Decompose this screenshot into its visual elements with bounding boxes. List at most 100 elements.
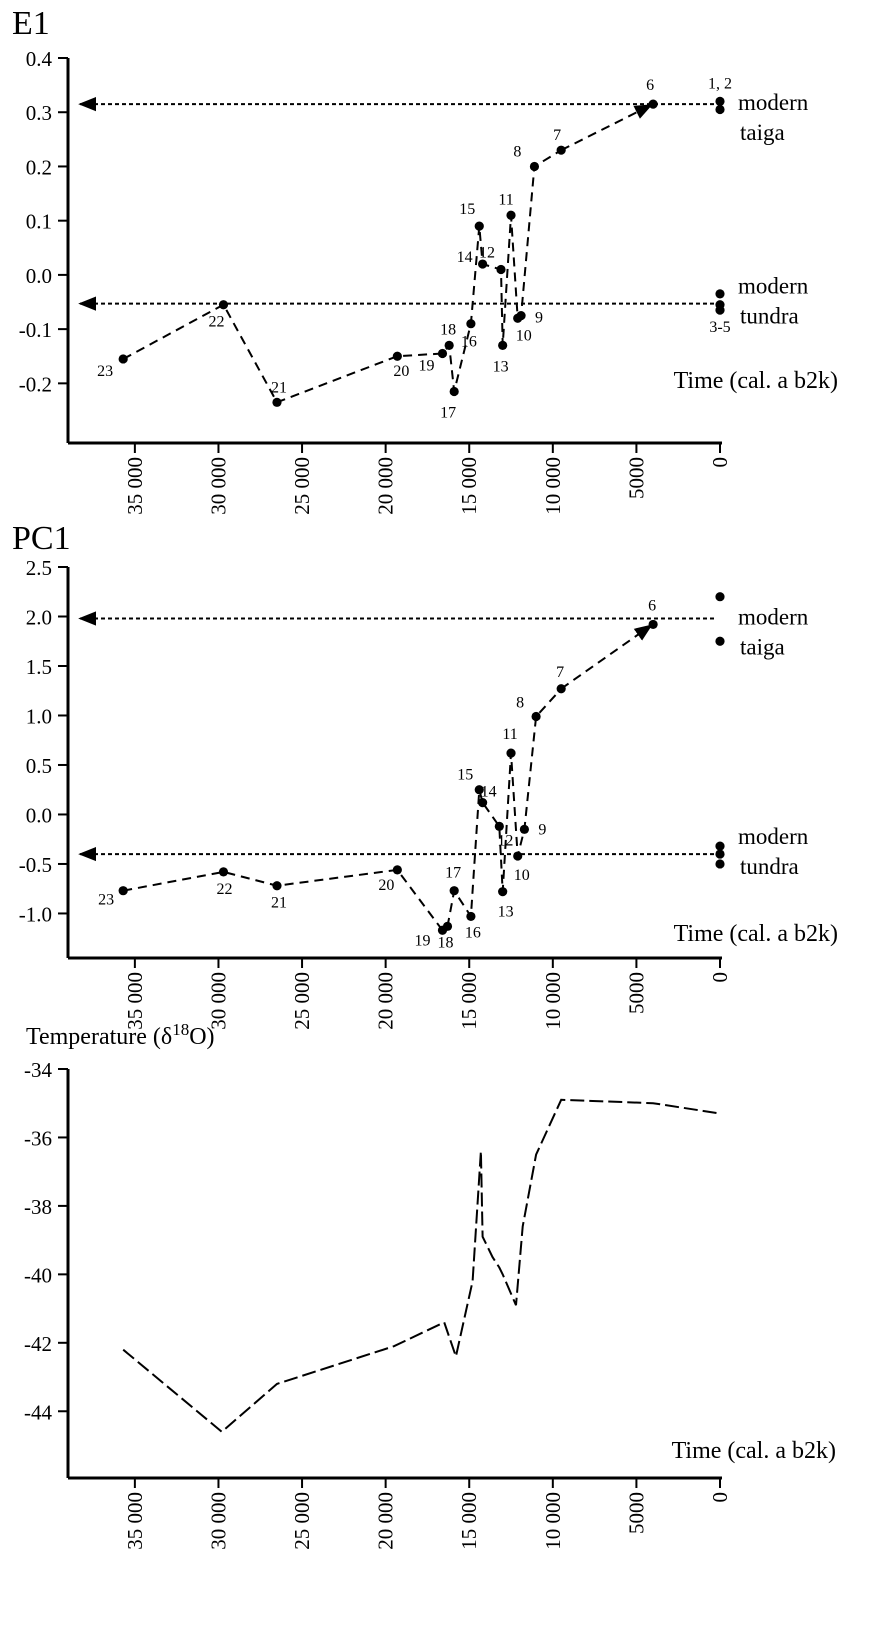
data-point <box>648 619 658 630</box>
modern-point-label: 1, 2 <box>708 75 732 92</box>
y-tick-label: 0.0 <box>26 803 52 827</box>
data-point <box>516 310 526 321</box>
y-tick-label: -1.0 <box>19 902 52 926</box>
data-point <box>218 300 229 310</box>
data-point <box>474 221 484 231</box>
x-tick-label: 15 000 <box>457 1492 481 1550</box>
x-tick-label: 0 <box>708 1492 732 1503</box>
y-tick-label: -0.5 <box>19 853 52 877</box>
y-tick-label: -34 <box>24 1058 52 1082</box>
data-point <box>118 886 128 896</box>
data-point <box>392 865 402 875</box>
point-label: 15 <box>457 767 473 784</box>
point-label: 14 <box>481 784 497 801</box>
y-tick-label: 2.0 <box>26 605 52 629</box>
series-arrow <box>560 104 653 152</box>
x-tick-label: 30 000 <box>206 972 230 1030</box>
point-label: 21 <box>271 895 287 912</box>
data-point <box>392 351 402 361</box>
point-label: 7 <box>553 127 561 144</box>
data-point <box>478 259 488 269</box>
y-tick-label: -0.2 <box>19 372 52 396</box>
data-point <box>513 851 523 861</box>
point-label: 16 <box>465 924 481 941</box>
data-point <box>218 867 229 877</box>
data-point <box>449 386 459 397</box>
reference-label: modern <box>738 824 809 849</box>
point-label: 16 <box>461 334 477 351</box>
modern-point <box>715 305 725 315</box>
modern-point <box>715 289 725 299</box>
data-point <box>478 797 488 808</box>
point-label: 13 <box>493 358 509 375</box>
data-point <box>506 748 516 758</box>
modern-point <box>715 849 725 859</box>
point-label: 11 <box>502 726 517 743</box>
point-label: 13 <box>498 904 514 921</box>
x-tick-label: 20 000 <box>374 1492 398 1550</box>
point-label: 9 <box>535 310 543 327</box>
reference-label: taiga <box>740 634 785 659</box>
point-label: 17 <box>445 865 461 882</box>
point-label: 8 <box>516 694 524 711</box>
data-point <box>498 340 508 350</box>
data-point <box>519 824 530 834</box>
y-tick-label: -0.1 <box>19 318 52 342</box>
data-point <box>496 264 506 275</box>
point-label: 12 <box>497 832 513 849</box>
x-tick-label: 0 <box>708 457 732 468</box>
point-label: 23 <box>97 363 113 380</box>
reference-label: taiga <box>740 120 785 145</box>
x-tick-label: 20 000 <box>374 972 398 1030</box>
data-point <box>506 210 516 220</box>
data-point <box>444 340 454 350</box>
x-tick-label: 5000 <box>624 972 648 1014</box>
series-line <box>122 1098 721 1434</box>
data-point <box>466 911 476 922</box>
x-tick-label: 15 000 <box>457 457 481 515</box>
point-label: 9 <box>538 821 546 838</box>
series-line <box>123 688 562 932</box>
x-axis-label: Time (cal. a b2k) <box>674 921 838 947</box>
data-point <box>272 397 282 407</box>
modern-point <box>715 592 725 602</box>
point-label: 18 <box>440 321 456 338</box>
modern-point <box>715 96 725 106</box>
y-tick-label: -40 <box>24 1263 52 1287</box>
x-tick-label: 30 000 <box>206 457 230 515</box>
x-axis-label: Time (cal. a b2k) <box>672 1438 836 1464</box>
data-point <box>556 684 566 694</box>
y-tick-label: 1.0 <box>26 704 52 728</box>
x-tick-label: 5000 <box>624 1492 648 1534</box>
x-tick-label: 0 <box>708 972 732 983</box>
modern-point <box>715 104 725 115</box>
point-label: 18 <box>437 934 453 951</box>
modern-point <box>715 636 725 646</box>
x-tick-label: 35 000 <box>123 457 147 515</box>
point-label: 19 <box>414 932 430 949</box>
data-point <box>498 887 508 897</box>
data-point <box>531 711 541 722</box>
modern-point-label: 3-5 <box>709 319 730 336</box>
point-label: 10 <box>514 867 530 884</box>
point-label: 12 <box>479 244 495 261</box>
series-arrow <box>560 624 653 690</box>
y-axis-label: Temperature (δ18O) <box>26 1020 215 1050</box>
point-label: 22 <box>216 881 232 898</box>
data-point <box>494 821 504 831</box>
data-point <box>466 319 476 329</box>
point-label: 14 <box>457 249 473 266</box>
y-tick-label: -42 <box>24 1332 52 1356</box>
point-label: 21 <box>271 379 287 396</box>
reference-label: modern <box>738 274 809 299</box>
data-point <box>118 354 128 364</box>
data-point <box>437 348 448 359</box>
point-label: 20 <box>378 877 394 894</box>
data-point <box>529 161 540 172</box>
x-axis-label: Time (cal. a b2k) <box>674 368 838 394</box>
x-tick-label: 10 000 <box>541 972 565 1030</box>
reference-label: tundra <box>740 304 799 329</box>
x-tick-label: 10 000 <box>541 1492 565 1550</box>
chart-title: PC1 <box>12 520 71 557</box>
